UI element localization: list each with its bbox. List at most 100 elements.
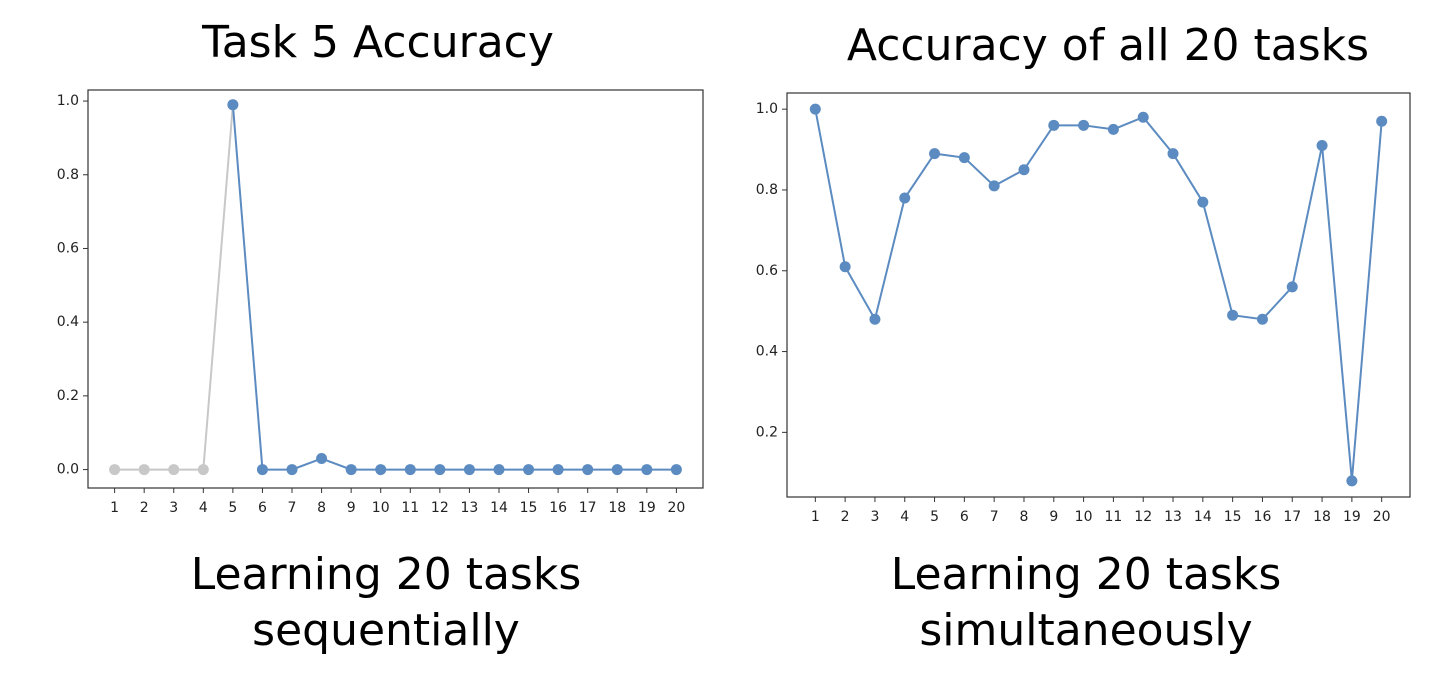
point	[1107, 123, 1119, 135]
plot-frame	[786, 92, 1411, 498]
point	[286, 464, 298, 476]
caption: sequentially	[252, 605, 520, 656]
point	[611, 464, 623, 476]
point	[1286, 281, 1298, 293]
x-tick-label: 16	[549, 500, 567, 516]
point	[1316, 140, 1328, 152]
x-tick-label: 7	[990, 509, 999, 525]
x-tick-label: 1	[110, 500, 119, 516]
x-tick-label: 7	[288, 500, 297, 516]
x-tick-label: 8	[1020, 509, 1029, 525]
x-tick-label: 19	[1343, 509, 1361, 525]
point	[582, 464, 594, 476]
point	[1167, 148, 1179, 160]
x-tick-label: 12	[1134, 509, 1152, 525]
point	[839, 261, 851, 273]
point	[1048, 119, 1060, 131]
x-tick-label: 5	[930, 509, 939, 525]
y-tick-label: 1.0	[756, 101, 778, 117]
x-tick-label: 12	[431, 500, 449, 516]
caption: Learning 20 tasks	[891, 549, 1282, 600]
point	[670, 464, 682, 476]
y-tick-label: 1.0	[57, 93, 79, 109]
plot-frame	[87, 89, 704, 489]
chart-title: Accuracy of all 20 tasks	[847, 20, 1369, 71]
point	[1227, 309, 1239, 321]
point	[256, 464, 268, 476]
x-tick-label: 2	[140, 500, 149, 516]
point	[493, 464, 505, 476]
point	[988, 180, 1000, 192]
x-tick-label: 4	[900, 509, 909, 525]
x-tick-label: 14	[490, 500, 508, 516]
point	[552, 464, 564, 476]
x-tick-label: 18	[608, 500, 626, 516]
y-tick-label: 0.4	[756, 344, 778, 360]
point	[375, 464, 387, 476]
x-tick-label: 2	[841, 509, 850, 525]
x-tick-label: 4	[199, 500, 208, 516]
x-tick-label: 13	[461, 500, 479, 516]
point	[1078, 119, 1090, 131]
x-tick-label: 3	[870, 509, 879, 525]
point	[958, 152, 970, 164]
y-tick-label: 0.4	[57, 314, 79, 330]
series-line	[114, 104, 234, 471]
y-tick-label: 0.8	[756, 182, 778, 198]
caption: simultaneously	[919, 605, 1252, 656]
point	[809, 103, 821, 115]
x-tick-label: 17	[579, 500, 597, 516]
x-tick-label: 10	[1075, 509, 1093, 525]
x-tick-label: 16	[1254, 509, 1272, 525]
x-tick-label: 8	[317, 500, 326, 516]
x-tick-label: 9	[1049, 509, 1058, 525]
point	[1018, 164, 1030, 176]
point	[109, 464, 121, 476]
y-tick-label: 0.6	[57, 240, 79, 256]
point	[869, 313, 881, 325]
point	[316, 453, 328, 465]
series-line	[814, 108, 1383, 481]
point	[434, 464, 446, 476]
point	[1346, 475, 1358, 487]
point	[1376, 115, 1388, 127]
x-tick-label: 15	[520, 500, 538, 516]
y-tick-label: 0.0	[57, 462, 79, 478]
point	[1197, 196, 1209, 208]
point	[1256, 313, 1268, 325]
x-tick-label: 6	[960, 509, 969, 525]
point	[1137, 111, 1149, 123]
point	[523, 464, 535, 476]
x-tick-label: 11	[1104, 509, 1122, 525]
x-tick-label: 1	[811, 509, 820, 525]
point	[463, 464, 475, 476]
x-tick-label: 5	[228, 500, 237, 516]
y-tick-label: 0.8	[57, 167, 79, 183]
series-line	[231, 104, 677, 471]
point	[899, 192, 911, 204]
point	[197, 464, 209, 476]
x-tick-label: 13	[1164, 509, 1182, 525]
x-tick-label: 17	[1283, 509, 1301, 525]
point	[345, 464, 357, 476]
x-tick-label: 3	[169, 500, 178, 516]
point	[404, 464, 416, 476]
x-tick-label: 10	[372, 500, 390, 516]
point	[168, 464, 180, 476]
y-tick-label: 0.6	[756, 263, 778, 279]
point	[227, 99, 239, 111]
x-tick-label: 6	[258, 500, 267, 516]
point	[138, 464, 150, 476]
chart-title: Task 5 Accuracy	[201, 17, 554, 68]
y-tick-label: 0.2	[57, 388, 79, 404]
point	[929, 148, 941, 160]
point	[641, 464, 653, 476]
x-tick-label: 9	[347, 500, 356, 516]
x-tick-label: 19	[638, 500, 656, 516]
x-tick-label: 14	[1194, 509, 1212, 525]
x-tick-label: 11	[401, 500, 419, 516]
x-tick-label: 18	[1313, 509, 1331, 525]
x-tick-label: 15	[1224, 509, 1242, 525]
x-tick-label: 20	[667, 500, 685, 516]
